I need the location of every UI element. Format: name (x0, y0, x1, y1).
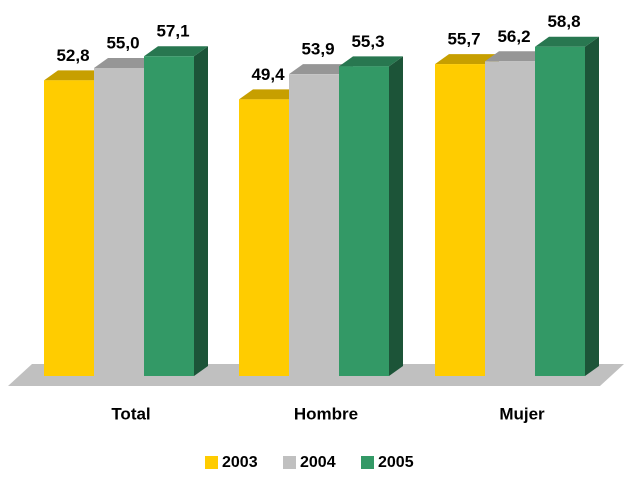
bar-side (194, 46, 208, 377)
legend-swatch (361, 456, 374, 469)
value-label: 55,0 (106, 33, 139, 52)
value-label: 58,8 (547, 12, 580, 31)
bar (339, 66, 389, 376)
value-label: 53,9 (301, 40, 334, 59)
value-label: 56,2 (497, 27, 530, 46)
bar-top (535, 36, 599, 47)
bar-top (339, 56, 403, 67)
legend-swatch (205, 456, 218, 469)
legend-label: 2004 (300, 454, 336, 471)
bar-top (239, 89, 303, 100)
bar (535, 46, 585, 376)
bar-top (485, 51, 549, 62)
value-label: 52,8 (56, 46, 89, 65)
value-label: 55,3 (351, 32, 384, 51)
bar (44, 80, 94, 376)
x-tick-label: Hombre (294, 404, 358, 423)
bar (485, 61, 535, 376)
bar-side (585, 36, 599, 376)
bar-top (289, 64, 353, 75)
bar (239, 99, 289, 377)
bar-top (44, 70, 108, 81)
value-label: 49,4 (251, 65, 285, 84)
bar (144, 56, 194, 377)
bar (435, 64, 485, 376)
value-label: 57,1 (156, 22, 189, 41)
legend-swatch (283, 456, 296, 469)
legend-label: 2003 (222, 454, 258, 471)
value-label: 55,7 (447, 30, 480, 49)
bar (94, 68, 144, 376)
bar-side (389, 56, 403, 376)
bar (289, 74, 339, 376)
bar-top (144, 46, 208, 57)
x-tick-label: Total (111, 404, 150, 423)
bar-top (435, 54, 499, 65)
legend-label: 2005 (378, 454, 414, 471)
bar-top (94, 58, 158, 68)
x-tick-label: Mujer (499, 404, 545, 423)
